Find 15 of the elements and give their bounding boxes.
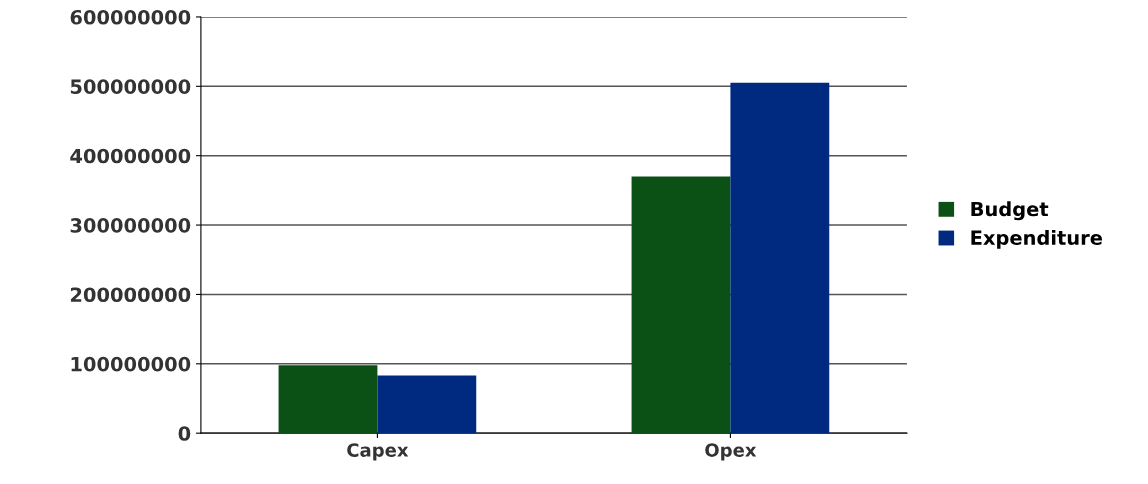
y-tick-label: 0 (178, 426, 191, 441)
y-tick-label: 200000000 (70, 287, 191, 303)
y-tick-label: 400000000 (70, 148, 191, 164)
y-tick-label: 600000000 (70, 9, 191, 25)
legend-label: Expenditure (971, 230, 1102, 249)
x-tick-label: Capex (347, 443, 409, 461)
y-tick-label: 500000000 (70, 79, 191, 94)
bar (377, 375, 477, 434)
legend-label: Budget (971, 201, 1049, 221)
y-tick-label: 300000000 (70, 218, 191, 233)
y-tick-label: 100000000 (71, 356, 191, 372)
x-tick-label: Opex (705, 443, 757, 461)
bar (730, 82, 830, 434)
bar (278, 365, 378, 434)
bar (631, 176, 731, 434)
